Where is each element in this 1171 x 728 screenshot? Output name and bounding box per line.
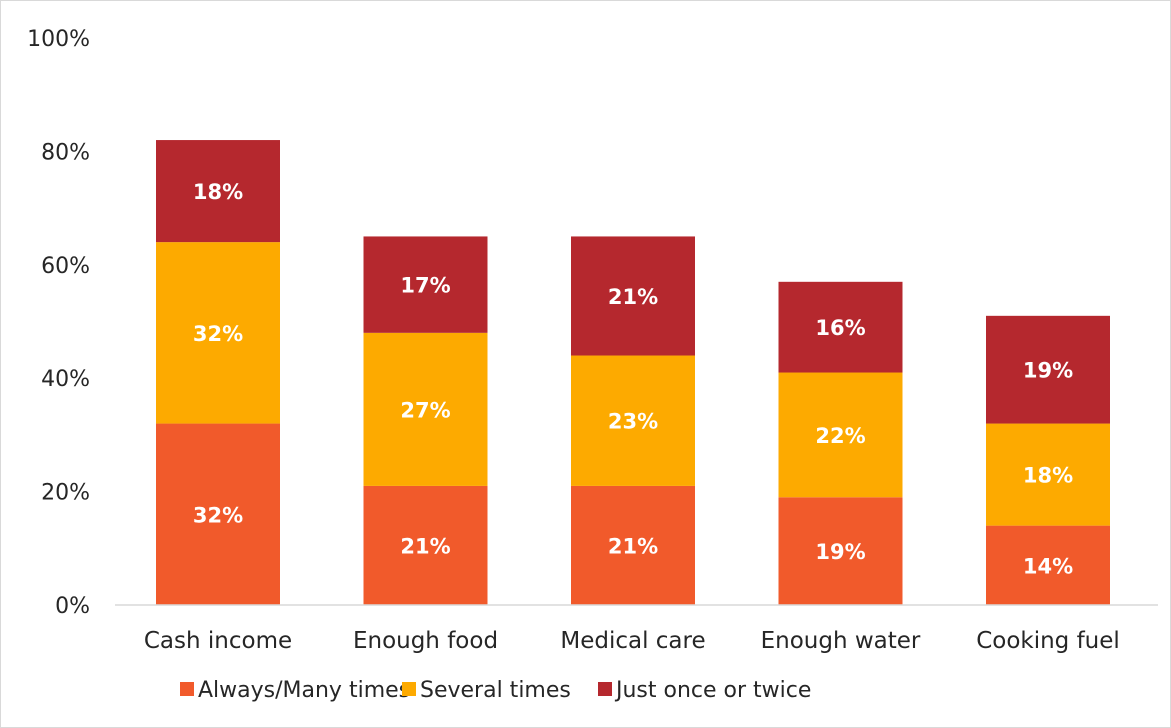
legend-swatch [402, 682, 416, 696]
bar-value-label: 14% [1023, 554, 1073, 578]
legend-swatch [598, 682, 612, 696]
bar-value-label: 21% [400, 534, 450, 558]
y-tick-label: 80% [41, 140, 90, 165]
bar-value-label: 21% [608, 285, 658, 309]
legend-label: Just once or twice [614, 678, 811, 703]
bar-segment [778, 497, 903, 605]
bar-segment [986, 315, 1110, 424]
bar-segment [986, 423, 1110, 526]
y-tick-label: 20% [41, 481, 90, 506]
x-category-label: Medical care [560, 628, 705, 654]
bar-value-label: 18% [1023, 464, 1073, 488]
bar-value-label: 32% [193, 503, 243, 527]
y-tick-label: 100% [27, 27, 90, 52]
category-labels: Cash income Enough food Medical care Enough… [144, 628, 1120, 654]
legend-label: Several times [420, 678, 571, 703]
bar-value-label: 16% [815, 316, 865, 340]
bar-segment [156, 423, 280, 605]
bar-value-label: 17% [400, 274, 450, 298]
bar-segment [363, 332, 488, 486]
bar-value-label: 32% [193, 322, 243, 346]
bar-segment [363, 236, 488, 333]
bar-value-label: 27% [400, 398, 450, 422]
bar-value-label: 21% [608, 534, 658, 558]
bar-segment [778, 281, 903, 373]
bar-segment [571, 355, 695, 486]
x-category-label: Enough food [353, 628, 498, 654]
bar-segment [156, 242, 280, 424]
y-tick-label: 0% [55, 594, 90, 619]
legend: Always/Many times Several times Just once … [180, 678, 811, 703]
legend-label: Always/Many times [198, 678, 410, 703]
bar-segment [156, 140, 280, 243]
bar-segment [571, 485, 695, 605]
bar-segment [778, 372, 903, 498]
bar-value-label: 18% [193, 180, 243, 204]
bar-segment [571, 236, 695, 356]
x-category-label: Enough water [761, 628, 921, 654]
y-tick-label: 40% [41, 367, 90, 392]
bar-segment [986, 525, 1110, 605]
bar-value-label: 19% [815, 540, 865, 564]
x-category-label: Cash income [144, 628, 292, 654]
bar-value-label: 22% [815, 424, 865, 448]
x-category-label: Cooking fuel [976, 628, 1120, 654]
bars: 32% 32% 18% 21% 27% 17% 21% 23% 21% 19% 22% 16% 14% 1… [156, 140, 1110, 605]
bar-value-label: 23% [608, 410, 658, 434]
legend-swatch [180, 682, 194, 696]
y-axis-ticks: 0% 20% 40% 60% 80% 100% [27, 27, 90, 619]
y-tick-label: 60% [41, 254, 90, 279]
bar-value-label: 19% [1023, 359, 1073, 383]
bar-segment [363, 485, 488, 605]
